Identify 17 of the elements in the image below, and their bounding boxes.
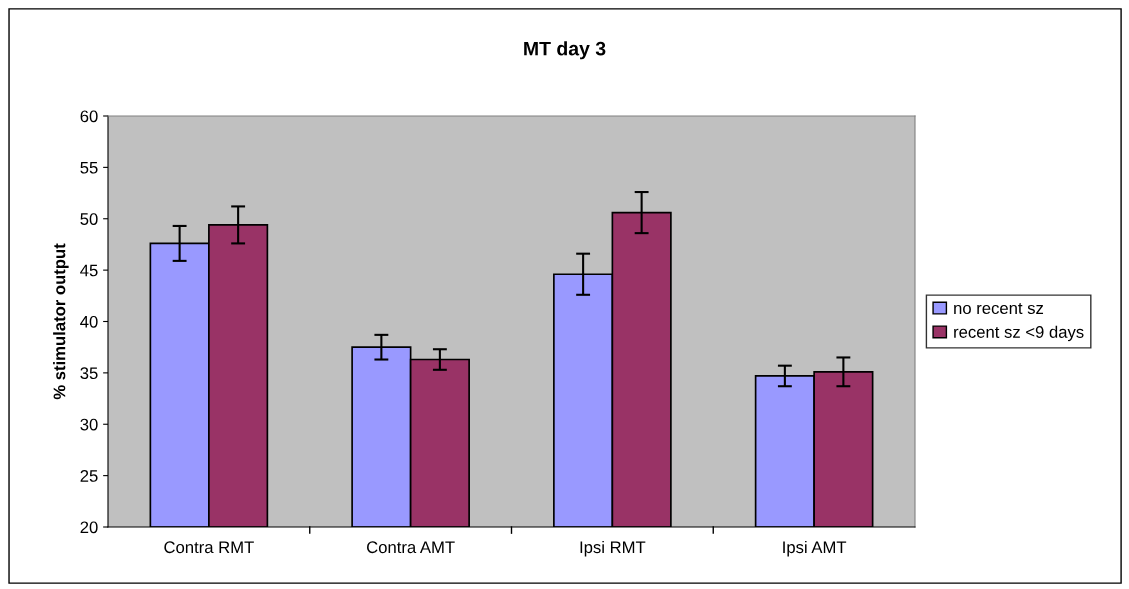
- x-tick-label: Contra RMT: [164, 541, 254, 554]
- y-tick-label: 50: [80, 213, 98, 225]
- legend-label: recent sz <9 days: [954, 325, 1084, 342]
- y-axis-title: % stimulator output: [53, 243, 69, 400]
- y-tick-label: 40: [80, 315, 98, 328]
- y-tick-label: 60: [80, 110, 98, 123]
- y-tick-label: 45: [80, 264, 98, 277]
- x-tick-label: Ipsi AMT: [783, 540, 847, 557]
- y-tick-label: 30: [80, 418, 98, 431]
- x-tick-label: Ipsi RMT: [580, 540, 646, 557]
- y-tick-label: 55: [80, 161, 98, 174]
- legend-label: no recent sz: [954, 303, 1044, 315]
- x-tick-label: Contra AMT: [367, 541, 455, 554]
- chart-title: MT day 3: [524, 41, 606, 60]
- y-tick-label: 20: [80, 521, 98, 534]
- y-tick-label: 25: [80, 470, 98, 482]
- y-tick-label: 35: [80, 367, 98, 380]
